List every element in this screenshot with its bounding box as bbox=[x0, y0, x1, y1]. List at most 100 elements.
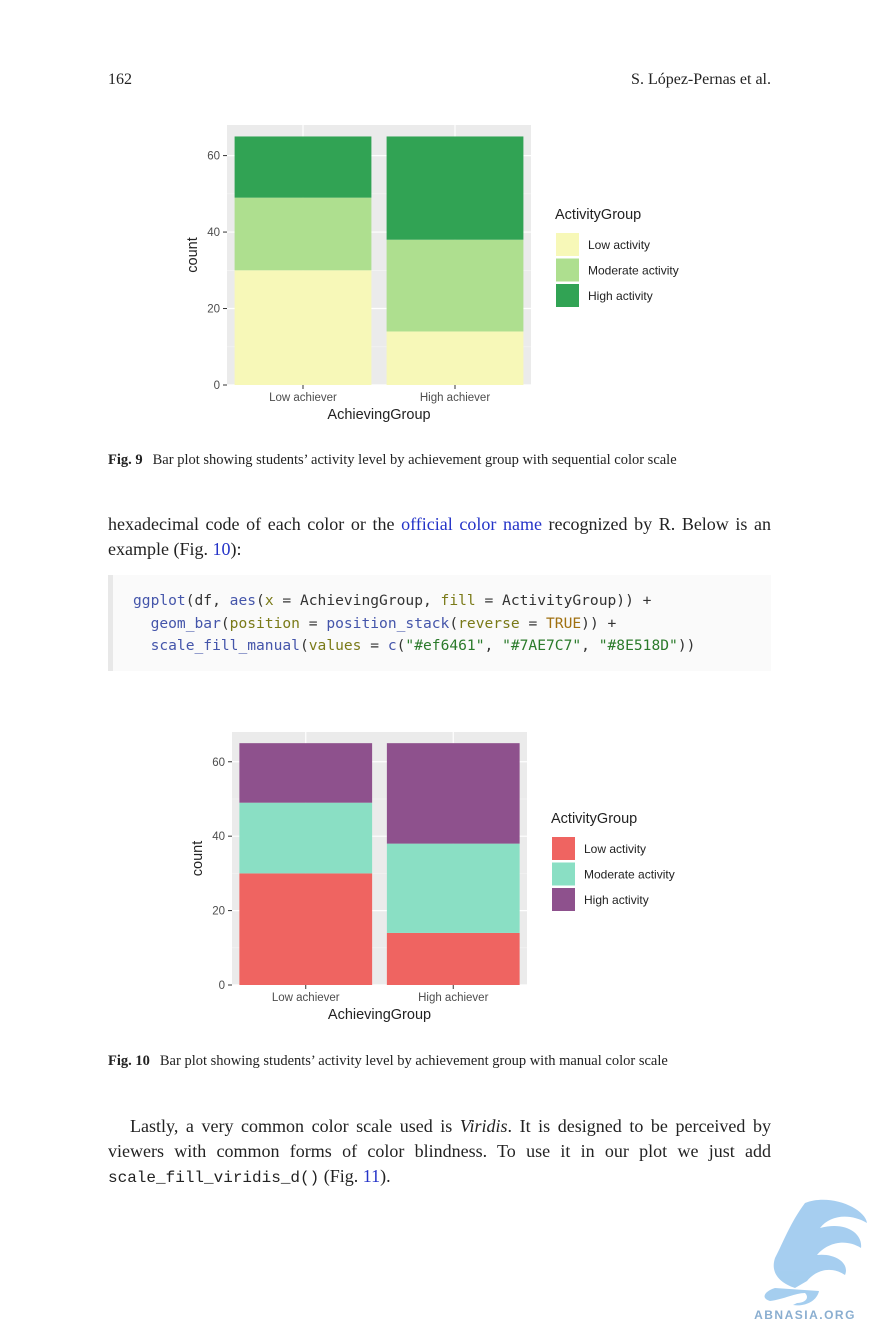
legend-key bbox=[556, 233, 579, 256]
code-token: (df, bbox=[185, 592, 230, 609]
bar-segment bbox=[386, 331, 524, 385]
legend-key bbox=[552, 888, 575, 911]
figure-9-caption-text: Bar plot showing students’ activity leve… bbox=[152, 452, 677, 468]
code-token: , bbox=[484, 637, 503, 654]
bar-segment bbox=[234, 270, 372, 385]
lion-body-shape bbox=[764, 1288, 819, 1306]
legend-title: ActivityGroup bbox=[551, 811, 637, 827]
code-token: fill bbox=[440, 592, 476, 609]
text-span: ). bbox=[380, 1166, 391, 1186]
x-axis-title: AchievingGroup bbox=[328, 1007, 431, 1023]
text-span: . It is designed to be perceived by view… bbox=[108, 1116, 771, 1161]
figure-10-chart: 0 20 40 60 Low achiever High achiever Achievin… bbox=[190, 732, 675, 1023]
legend-key bbox=[552, 837, 575, 860]
x-tick-label: High achiever bbox=[418, 992, 488, 1004]
figure-11-reference-link[interactable]: 11 bbox=[362, 1166, 381, 1186]
code-line-1: ggplot(df, aes(x = AchievingGroup, fill … bbox=[133, 592, 651, 609]
code-line-2: geom_bar(position = position_stack(rever… bbox=[133, 614, 617, 632]
bar-segment bbox=[386, 136, 524, 240]
x-tick-label: Low achiever bbox=[272, 992, 340, 1004]
legend-label: Moderate activity bbox=[584, 868, 675, 882]
code-token: TRUE bbox=[546, 614, 582, 632]
y-tick-label: 0 bbox=[214, 380, 220, 392]
code-token: ggplot bbox=[133, 592, 186, 609]
figure-9-caption: Fig. 9 Bar plot showing students’ activit… bbox=[108, 451, 677, 469]
legend-key bbox=[552, 862, 575, 886]
text-span: Lastly, a very common color scale used i… bbox=[130, 1116, 460, 1136]
watermark-logo: ABNASIA.ORG bbox=[754, 1199, 867, 1322]
text-span: ): bbox=[230, 539, 242, 559]
text-span: (Fig. bbox=[319, 1166, 363, 1186]
code-block: ggplot(df, aes(x = AchievingGroup, fill … bbox=[108, 575, 771, 671]
code-token: aes bbox=[229, 592, 257, 609]
bar-segment bbox=[239, 743, 373, 803]
y-tick-label: 40 bbox=[207, 227, 220, 239]
bar-segment bbox=[386, 239, 524, 332]
code-token: )) + bbox=[581, 614, 617, 632]
code-token: = ActivityGroup)) + bbox=[475, 592, 652, 609]
bar-segment bbox=[386, 843, 520, 933]
bar-segment bbox=[234, 197, 372, 271]
text-span: recognized by R. Below is an example (Fi… bbox=[108, 514, 772, 559]
bar-segment bbox=[234, 136, 372, 198]
figure-9-caption-label: Fig. 9 bbox=[108, 452, 143, 468]
figure-10-reference-link[interactable]: 10 bbox=[212, 539, 231, 559]
code-token: scale_fill_manual bbox=[150, 637, 300, 654]
bar-segment bbox=[239, 802, 373, 874]
code-token: "#ef6461" bbox=[405, 637, 485, 654]
legend-key bbox=[556, 284, 579, 307]
code-text: ggplot(df, aes(x = AchievingGroup, fill … bbox=[133, 590, 695, 658]
y-tick-label: 40 bbox=[212, 831, 225, 843]
code-token: position bbox=[229, 614, 300, 632]
code-token: = bbox=[361, 637, 388, 654]
code-token: position_stack bbox=[326, 614, 450, 632]
code-token: x bbox=[264, 592, 274, 609]
figure-9-chart: 0 20 40 60 Low achiever High achiever Achievin… bbox=[185, 125, 679, 423]
code-token: geom_bar bbox=[150, 614, 221, 632]
code-token: = bbox=[299, 614, 327, 632]
code-token: "#8E518D" bbox=[598, 637, 678, 654]
bar-segment bbox=[386, 932, 520, 985]
code-line-3: scale_fill_manual(values = c("#ef6461", … bbox=[133, 637, 696, 654]
code-token: = AchievingGroup, bbox=[273, 592, 441, 609]
code-token: c bbox=[387, 637, 397, 654]
viridis-term: Viridis bbox=[459, 1116, 508, 1136]
legend-label: Low activity bbox=[588, 238, 650, 252]
watermark-text: ABNASIA.ORG bbox=[754, 1308, 856, 1322]
code-token: reverse bbox=[458, 614, 520, 632]
y-tick-label: 60 bbox=[212, 757, 225, 769]
code-token: ( bbox=[256, 592, 265, 609]
inline-code: scale_fill_viridis_d() bbox=[108, 1169, 320, 1187]
code-token: values bbox=[308, 637, 362, 654]
y-tick-label: 0 bbox=[219, 980, 225, 992]
legend-label: High activity bbox=[588, 289, 653, 303]
bar-segment bbox=[239, 873, 373, 985]
y-axis-title: count bbox=[185, 237, 201, 272]
body-paragraph-2: Lastly, a very common color scale used i… bbox=[108, 1114, 771, 1191]
y-tick-label: 60 bbox=[207, 151, 220, 163]
running-header-authors: S. López-Pernas et al. bbox=[631, 71, 771, 88]
figure-10-caption: Fig. 10 Bar plot showing students’ activi… bbox=[108, 1052, 668, 1070]
y-tick-label: 20 bbox=[212, 906, 225, 918]
x-axis-title: AchievingGroup bbox=[327, 407, 430, 423]
code-token: = bbox=[519, 614, 547, 632]
figure-10-caption-text: Bar plot showing students’ activity leve… bbox=[159, 1053, 668, 1069]
legend-key bbox=[556, 258, 579, 282]
code-token: )) bbox=[677, 637, 696, 654]
text-span: hexadecimal code of each color or the bbox=[108, 514, 402, 534]
y-tick-label: 20 bbox=[207, 304, 220, 316]
legend-label: High activity bbox=[584, 893, 649, 907]
figure-10-caption-label: Fig. 10 bbox=[108, 1053, 150, 1069]
x-tick-label: Low achiever bbox=[269, 392, 337, 404]
code-token: "#7AE7C7" bbox=[502, 637, 582, 654]
wing-shape bbox=[773, 1199, 867, 1288]
bar-segment bbox=[386, 743, 520, 844]
legend-label: Low activity bbox=[584, 842, 646, 856]
page-number: 162 bbox=[108, 71, 132, 88]
code-token: ( bbox=[449, 614, 459, 632]
body-paragraph-1: hexadecimal code of each color or the of… bbox=[108, 512, 771, 562]
code-token: , bbox=[581, 637, 599, 654]
legend-title: ActivityGroup bbox=[555, 207, 641, 223]
legend-label: Moderate activity bbox=[588, 264, 679, 278]
official-color-name-link[interactable]: official color name bbox=[401, 514, 542, 534]
